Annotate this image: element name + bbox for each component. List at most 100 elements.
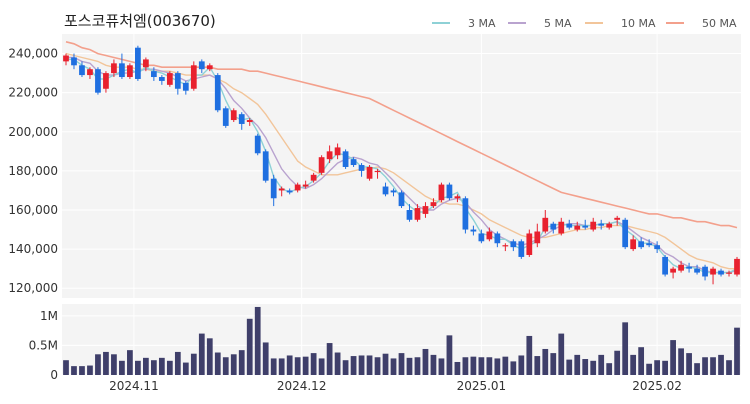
candle-up	[334, 147, 341, 156]
chart-title: 포스코퓨처엠(003670)	[64, 12, 216, 30]
volume-bar	[518, 355, 525, 375]
volume-bar	[238, 350, 245, 375]
candle-up	[502, 245, 509, 247]
volume-bar	[350, 356, 357, 375]
volume-bar	[614, 350, 621, 375]
candle-up	[542, 217, 549, 232]
volume-bar	[206, 338, 213, 375]
volume-y-tick-label: 1M	[40, 309, 58, 323]
volume-bar	[582, 359, 589, 375]
candle-down	[238, 114, 245, 124]
candle-up	[726, 272, 732, 274]
volume-bar	[95, 354, 101, 375]
volume-bar	[646, 363, 653, 375]
volume-bar	[270, 358, 277, 375]
candle-up	[103, 73, 109, 89]
volume-y-tick-label: 0	[50, 368, 58, 382]
volume-bar	[246, 318, 253, 375]
candle-up	[87, 69, 93, 76]
candle-down	[478, 233, 485, 242]
volume-bar	[310, 353, 317, 375]
candle-up	[422, 206, 429, 214]
x-tick-label: 2025.02	[632, 379, 682, 393]
volume-bar	[718, 354, 724, 375]
volume-bar	[334, 352, 341, 375]
candle-down	[95, 69, 101, 93]
volume-bar	[103, 351, 109, 375]
volume-bar	[454, 361, 461, 375]
candle-down	[198, 61, 205, 70]
volume-bar	[326, 343, 333, 375]
price-y-tick-label: 140,000	[8, 242, 58, 256]
candle-down	[622, 219, 629, 248]
volume-bar	[158, 357, 165, 375]
candle-up	[166, 73, 173, 85]
candle-up	[574, 225, 581, 230]
volume-bar	[422, 348, 429, 375]
volume-bar	[398, 353, 405, 375]
volume-bar	[278, 358, 285, 375]
candle-down	[358, 165, 365, 171]
candle-down	[174, 73, 181, 89]
volume-bar	[550, 353, 557, 375]
candle-down	[286, 190, 293, 193]
candle-down	[550, 223, 557, 230]
volume-bar	[214, 352, 221, 375]
volume-bar	[510, 361, 517, 375]
candle-down	[79, 65, 85, 76]
candle-down	[654, 245, 660, 250]
volume-bar	[119, 360, 125, 375]
volume-bar	[342, 360, 349, 375]
candle-up	[454, 196, 461, 199]
volume-bar	[534, 356, 541, 375]
candle-down	[518, 241, 525, 257]
candle-down	[214, 75, 221, 111]
volume-bar	[174, 351, 181, 375]
volume-bar	[406, 357, 413, 375]
volume-bar	[318, 358, 325, 375]
volume-bar	[670, 340, 676, 375]
candle-up	[230, 110, 237, 121]
candle-up	[318, 157, 325, 173]
volume-bar	[254, 306, 261, 375]
volume-bar	[127, 350, 133, 375]
candle-up	[63, 55, 69, 62]
candle-up	[414, 208, 421, 220]
legend-label: 10 MA	[621, 17, 656, 30]
volume-bar	[446, 335, 453, 375]
candle-up	[326, 151, 333, 160]
volume-bar	[542, 348, 549, 375]
x-tick-label: 2024.12	[277, 379, 327, 393]
legend-label: 50 MA	[702, 17, 737, 30]
candle-down	[662, 256, 668, 275]
candle-up	[366, 166, 373, 179]
volume-bar	[486, 357, 493, 375]
candle-up	[734, 258, 740, 275]
volume-bar	[143, 357, 149, 375]
price-y-tick-label: 160,000	[8, 203, 58, 217]
volume-bar	[694, 363, 700, 375]
volume-bar	[150, 360, 157, 375]
candle-up	[670, 268, 676, 273]
volume-bar	[135, 360, 141, 375]
candle-up	[310, 174, 317, 181]
volume-bar	[358, 355, 365, 375]
candle-down	[510, 241, 517, 248]
volume-bar	[390, 358, 397, 375]
candle-down	[718, 270, 724, 275]
price-y-tick-label: 240,000	[8, 47, 58, 61]
candle-down	[462, 198, 469, 230]
volume-bar	[302, 356, 309, 375]
volume-bar	[654, 360, 660, 375]
ma50-line	[65, 41, 738, 229]
candle-down	[398, 192, 405, 207]
candle-down	[158, 77, 165, 81]
candle-down	[694, 268, 700, 273]
volume-bar	[230, 354, 237, 375]
volume-bar	[414, 357, 421, 375]
volume-bar	[566, 359, 573, 375]
volume-bar	[438, 358, 445, 375]
candle-up	[630, 239, 637, 250]
